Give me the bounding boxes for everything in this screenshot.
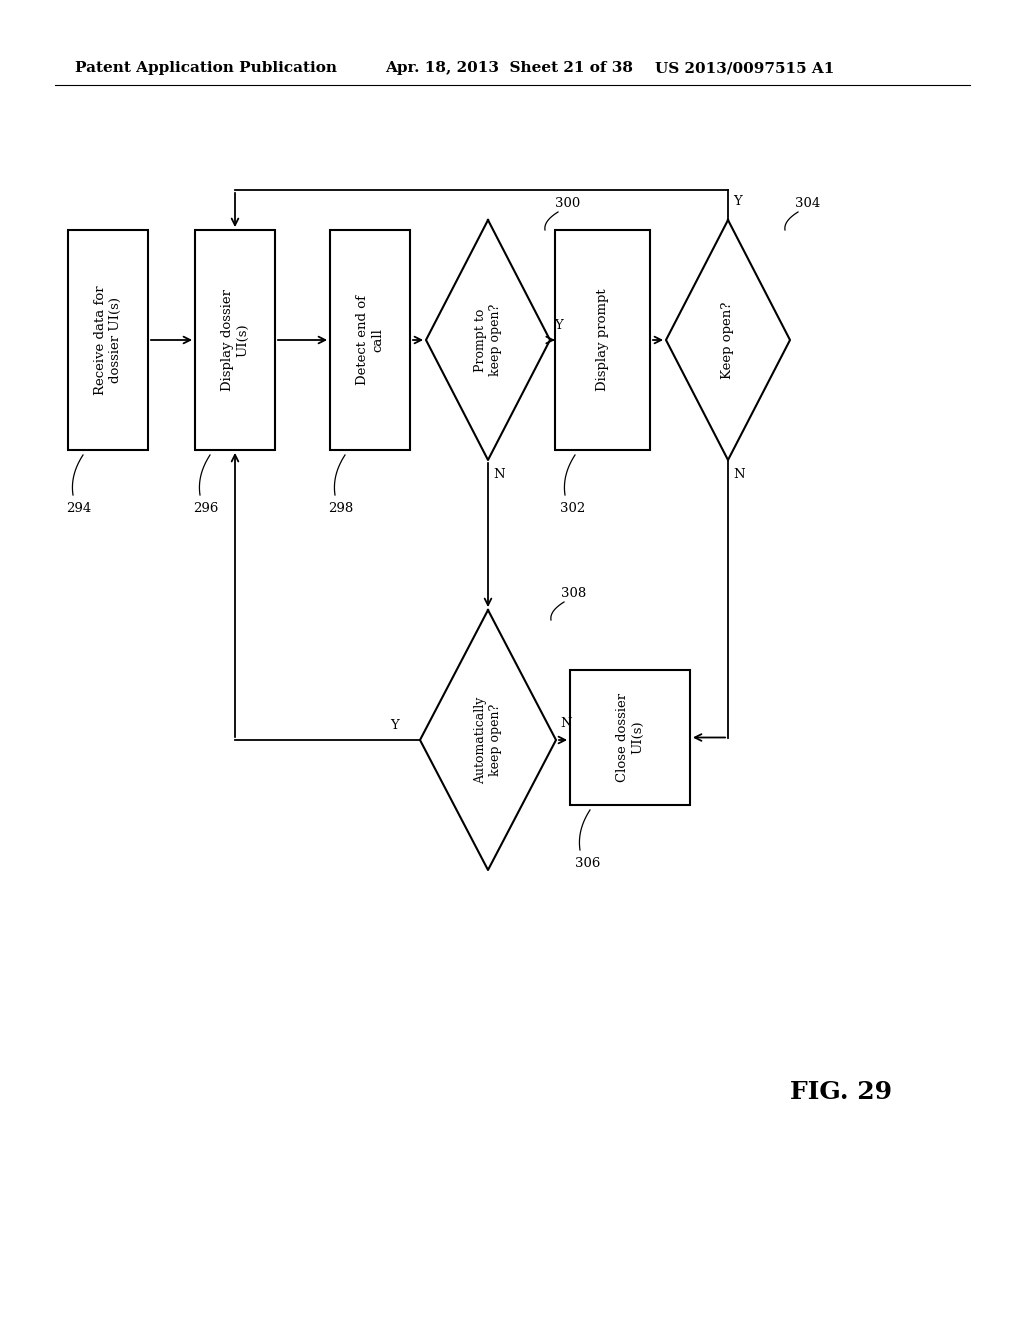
Text: 300: 300 bbox=[555, 197, 581, 210]
Text: Keep open?: Keep open? bbox=[722, 301, 734, 379]
Bar bbox=[330, 230, 410, 450]
Text: 302: 302 bbox=[560, 502, 586, 515]
Text: N: N bbox=[493, 469, 505, 480]
Text: Detect end of
call: Detect end of call bbox=[356, 294, 384, 385]
Text: Display prompt: Display prompt bbox=[596, 289, 609, 391]
Text: 306: 306 bbox=[575, 857, 600, 870]
Text: Close dossier
UI(s): Close dossier UI(s) bbox=[616, 693, 644, 781]
Text: Y: Y bbox=[554, 319, 563, 333]
Text: Patent Application Publication: Patent Application Publication bbox=[75, 61, 337, 75]
Bar bbox=[570, 671, 690, 805]
Text: Apr. 18, 2013  Sheet 21 of 38: Apr. 18, 2013 Sheet 21 of 38 bbox=[385, 61, 633, 75]
Bar bbox=[195, 230, 275, 450]
Text: N: N bbox=[560, 717, 571, 730]
Text: N: N bbox=[733, 469, 744, 480]
Text: Y: Y bbox=[390, 719, 398, 733]
Text: Y: Y bbox=[733, 195, 741, 209]
Text: Receive data for
dossier UI(s): Receive data for dossier UI(s) bbox=[94, 285, 122, 395]
Bar bbox=[68, 230, 148, 450]
Text: 298: 298 bbox=[328, 502, 353, 515]
Text: FIG. 29: FIG. 29 bbox=[790, 1080, 892, 1104]
Text: 308: 308 bbox=[561, 587, 587, 601]
Bar bbox=[555, 230, 650, 450]
Text: 304: 304 bbox=[795, 197, 820, 210]
Text: Prompt to
keep open?: Prompt to keep open? bbox=[474, 304, 502, 376]
Text: 296: 296 bbox=[193, 502, 218, 515]
Text: US 2013/0097515 A1: US 2013/0097515 A1 bbox=[655, 61, 835, 75]
Text: Automatically
keep open?: Automatically keep open? bbox=[474, 697, 502, 784]
Text: Display dossier
UI(s): Display dossier UI(s) bbox=[221, 289, 249, 391]
Text: 294: 294 bbox=[66, 502, 91, 515]
